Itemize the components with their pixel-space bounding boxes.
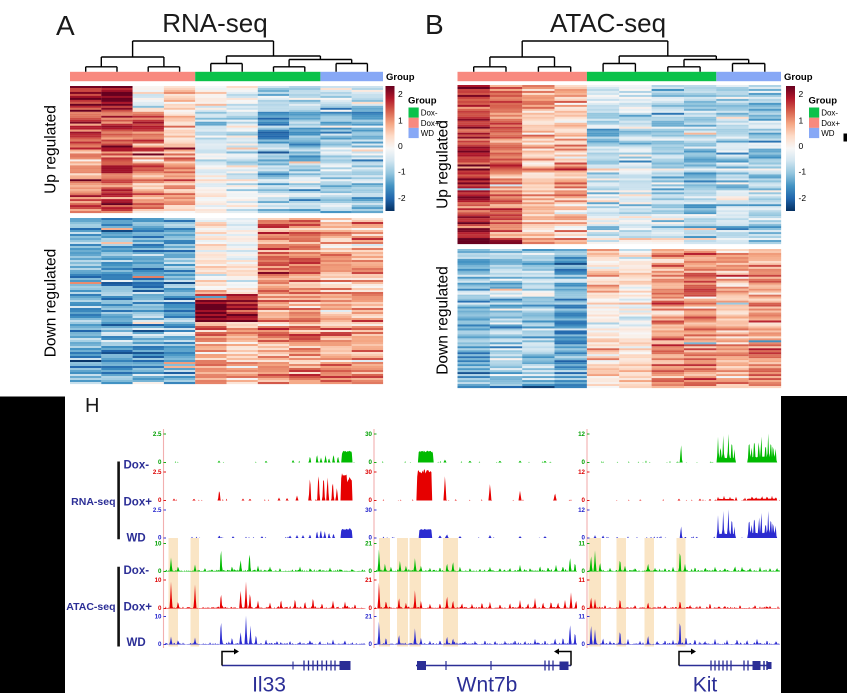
svg-text:0: 0 xyxy=(582,535,586,542)
svg-text:10: 10 xyxy=(155,577,162,584)
svg-text:-2: -2 xyxy=(799,193,807,203)
svg-text:Up regulated: Up regulated xyxy=(435,120,452,209)
svg-text:0: 0 xyxy=(398,141,403,151)
svg-text:12: 12 xyxy=(578,431,585,438)
svg-text:A: A xyxy=(56,10,75,41)
svg-text:2.5: 2.5 xyxy=(153,507,162,514)
svg-text:11: 11 xyxy=(578,614,585,621)
svg-text:30: 30 xyxy=(365,469,372,476)
svg-text:0: 0 xyxy=(158,459,162,466)
svg-text:Dox+: Dox+ xyxy=(124,496,153,508)
svg-text:0: 0 xyxy=(369,459,373,466)
svg-text:0: 0 xyxy=(582,605,586,612)
svg-text:Group: Group xyxy=(386,72,415,83)
svg-text:30: 30 xyxy=(365,507,372,514)
svg-text:1: 1 xyxy=(398,116,403,126)
svg-text:Dox+: Dox+ xyxy=(421,119,440,128)
svg-text:0: 0 xyxy=(369,535,373,542)
svg-text:ATAC-seq: ATAC-seq xyxy=(66,601,115,613)
svg-text:Group: Group xyxy=(809,96,838,107)
svg-text:Dox-: Dox- xyxy=(821,109,838,118)
svg-text:ATAC-seq: ATAC-seq xyxy=(550,8,666,38)
svg-text:Group: Group xyxy=(408,96,437,107)
svg-text:Dox+: Dox+ xyxy=(821,119,840,128)
svg-text:21: 21 xyxy=(365,541,372,548)
svg-text:H: H xyxy=(85,395,99,417)
svg-text:0: 0 xyxy=(582,568,586,575)
svg-text:1: 1 xyxy=(799,116,804,126)
svg-text:B: B xyxy=(425,9,444,40)
svg-text:WD: WD xyxy=(127,637,146,649)
svg-text:0: 0 xyxy=(158,605,162,612)
svg-text:Up regulated: Up regulated xyxy=(43,105,60,194)
svg-text:Il33: Il33 xyxy=(252,674,286,693)
svg-text:11: 11 xyxy=(578,541,585,548)
svg-text:RNA-seq: RNA-seq xyxy=(162,8,267,38)
svg-text:2: 2 xyxy=(799,89,804,99)
svg-text:0: 0 xyxy=(369,641,373,648)
svg-text:0: 0 xyxy=(158,535,162,542)
svg-text:Dox+: Dox+ xyxy=(124,601,153,613)
svg-text:12: 12 xyxy=(578,469,585,476)
svg-text:WD: WD xyxy=(421,129,435,138)
svg-text:-1: -1 xyxy=(398,167,406,177)
svg-text:-1: -1 xyxy=(799,167,807,177)
svg-text:0: 0 xyxy=(582,497,586,504)
svg-text:WD: WD xyxy=(821,129,835,138)
svg-text:12: 12 xyxy=(578,507,585,514)
svg-text:0: 0 xyxy=(582,459,586,466)
svg-text:0: 0 xyxy=(158,641,162,648)
svg-text:10: 10 xyxy=(155,541,162,548)
svg-text:Group: Group xyxy=(784,72,813,83)
svg-text:WD: WD xyxy=(127,532,146,544)
svg-text:0: 0 xyxy=(158,497,162,504)
svg-text:2: 2 xyxy=(398,89,403,99)
svg-text:-2: -2 xyxy=(398,193,406,203)
svg-text:0: 0 xyxy=(582,641,586,648)
svg-text:Down regulated: Down regulated xyxy=(43,249,60,358)
svg-text:Wnt7b: Wnt7b xyxy=(457,674,518,693)
svg-text:Down regulated: Down regulated xyxy=(435,266,452,375)
svg-text:Dox-: Dox- xyxy=(124,565,150,577)
svg-text:0: 0 xyxy=(369,497,373,504)
svg-text:0: 0 xyxy=(799,141,804,151)
svg-text:0: 0 xyxy=(369,605,373,612)
svg-text:0: 0 xyxy=(369,568,373,575)
svg-text:Kit: Kit xyxy=(693,674,718,693)
svg-text:2.5: 2.5 xyxy=(153,431,162,438)
svg-text:2.5: 2.5 xyxy=(153,469,162,476)
svg-text:21: 21 xyxy=(365,577,372,584)
svg-text:11: 11 xyxy=(578,577,585,584)
svg-text:0: 0 xyxy=(158,568,162,575)
svg-text:30: 30 xyxy=(365,431,372,438)
svg-text:Dox-: Dox- xyxy=(124,459,150,471)
svg-text:21: 21 xyxy=(365,614,372,621)
svg-text:Dox-: Dox- xyxy=(421,109,438,118)
svg-text:RNA-seq: RNA-seq xyxy=(71,496,115,508)
svg-text:10: 10 xyxy=(155,614,162,621)
